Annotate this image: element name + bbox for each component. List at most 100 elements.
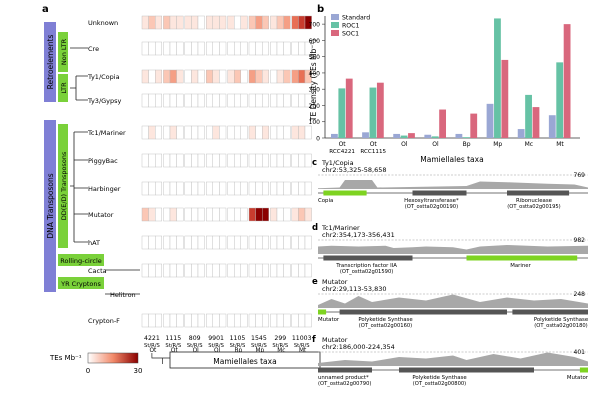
heatmap-cell [154, 15, 162, 30]
heatmap-cell [141, 15, 149, 30]
heatmap-cell [248, 235, 256, 250]
heatmap-cell [176, 313, 184, 328]
heatmap-cell [191, 235, 199, 250]
heatmap-cell [141, 235, 149, 250]
heatmap-cell [148, 313, 156, 328]
gene-id: (OT_ostta02g00790) [318, 381, 371, 387]
heatmap-cell [154, 69, 162, 84]
column-sublabel: St/R/S [272, 343, 288, 349]
heatmap-cell [233, 263, 241, 278]
track-coords: chr2:53,325-58,658 [322, 166, 387, 174]
heatmap-cell [255, 69, 263, 84]
row-label: Ty1/Copia [87, 73, 120, 81]
heatmap-cell [184, 181, 192, 196]
heatmap-cell [255, 263, 263, 278]
bar [345, 78, 353, 138]
heatmap-cell [262, 93, 270, 108]
bar [362, 132, 369, 138]
heatmap-cell [219, 41, 227, 56]
y-tick-label: 600 [309, 38, 321, 45]
track-coords: chr2:29,113-53,830 [322, 285, 387, 293]
heatmap [141, 15, 312, 328]
row-label: Harbinger [88, 185, 121, 193]
heatmap-cell [283, 181, 291, 196]
heatmap-cell [163, 153, 171, 168]
tree-tip: Ot [149, 348, 157, 354]
heatmap-cell [163, 15, 171, 30]
heatmap-cell [184, 69, 192, 84]
gene-id: (OT_ostta02g00190) [405, 204, 458, 210]
heatmap-cell [212, 235, 220, 250]
heatmap-cell [283, 263, 291, 278]
heatmap-cell [233, 93, 241, 108]
heatmap-cell [197, 93, 205, 108]
heatmap-cell [141, 41, 149, 56]
yr-cryptons-box [58, 277, 104, 289]
heatmap-cell [240, 69, 248, 84]
column-number: 9901 [208, 335, 224, 342]
heatmap-cell [176, 263, 184, 278]
x-tick-label: Mp [493, 141, 502, 148]
heatmap-cell [298, 207, 306, 222]
heatmap-cell [291, 207, 299, 222]
legend-swatch [331, 22, 339, 28]
legend-swatch [331, 14, 339, 20]
track-title: Mutator [322, 278, 348, 286]
coverage-area [318, 180, 588, 189]
bar [408, 133, 415, 138]
gene-name: Mutator [567, 375, 589, 381]
tree-tip: Ol [214, 348, 221, 354]
bar [470, 113, 478, 138]
panel-b-letter: b [317, 4, 324, 15]
track-max: 982 [574, 237, 586, 244]
heatmap-cell [169, 93, 177, 108]
heatmap-cell [219, 181, 227, 196]
heatmap-cell [184, 153, 192, 168]
heatmap-cell [219, 263, 227, 278]
track-max: 248 [574, 291, 586, 298]
heatmap-cell [283, 93, 291, 108]
track-coords: chr2:354,173-356,431 [322, 231, 395, 239]
heatmap-cell [262, 207, 270, 222]
bar [517, 129, 525, 138]
heatmap-cell [227, 69, 235, 84]
heatmap-cell [298, 93, 306, 108]
heatmap-cell [212, 153, 220, 168]
heatmap-cell [304, 93, 312, 108]
gene-id: (OT_ostta02g00160) [359, 323, 412, 329]
gene-feature [318, 309, 327, 315]
heatmap-cell [270, 69, 278, 84]
heatmap-cell [163, 93, 171, 108]
heatmap-cell [191, 93, 199, 108]
panel-b: b TE Density (TEs Mb⁻¹) 0 100 200 300 400 500… [309, 4, 580, 164]
rolling-circle-label: Rolling-circle [60, 257, 102, 265]
heatmap-cell [227, 15, 235, 30]
heatmap-cell [240, 263, 248, 278]
heatmap-cell [255, 207, 263, 222]
heatmap-cell [240, 153, 248, 168]
heatmap-cell [169, 263, 177, 278]
heatmap-cell [191, 181, 199, 196]
heatmap-cell [197, 69, 205, 84]
heatmap-cell [270, 181, 278, 196]
heatmap-cell [176, 41, 184, 56]
heatmap-cell [227, 125, 235, 140]
row-label: Tc1/Mariner [87, 129, 126, 137]
heatmap-cell [240, 41, 248, 56]
gene-name: Copia [318, 198, 333, 204]
coverage-area [318, 352, 588, 366]
heatmap-cell [227, 153, 235, 168]
heatmap-cell [276, 15, 284, 30]
heatmap-cell [240, 15, 248, 30]
heatmap-cell [298, 125, 306, 140]
heatmap-cell [304, 207, 312, 222]
tree-tip: Mt [299, 348, 307, 354]
bar [486, 103, 494, 138]
heatmap-cell [240, 235, 248, 250]
column-number: 4221 [144, 335, 160, 342]
heatmap-cell [205, 313, 213, 328]
heatmap-cell [276, 153, 284, 168]
heatmap-cell [270, 41, 278, 56]
heatmap-cell [219, 313, 227, 328]
